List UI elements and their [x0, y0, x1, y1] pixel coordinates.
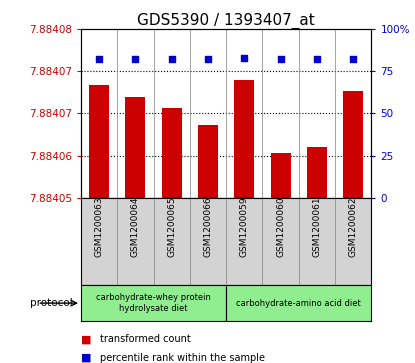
- Text: carbohydrate-amino acid diet: carbohydrate-amino acid diet: [237, 299, 361, 307]
- Bar: [198, 125, 218, 198]
- Bar: [307, 147, 327, 198]
- Bar: [226, 285, 371, 321]
- Text: transformed count: transformed count: [100, 334, 190, 344]
- Point: [314, 57, 320, 62]
- Bar: [343, 91, 363, 198]
- Point: [96, 57, 103, 62]
- Text: ■: ■: [81, 352, 91, 363]
- Bar: [162, 108, 182, 198]
- Point: [132, 57, 139, 62]
- Bar: [89, 85, 109, 198]
- Text: ■: ■: [81, 334, 91, 344]
- Text: protocol: protocol: [30, 298, 73, 308]
- Bar: [125, 97, 145, 198]
- Text: percentile rank within the sample: percentile rank within the sample: [100, 352, 265, 363]
- Bar: [271, 153, 290, 198]
- Bar: [81, 285, 226, 321]
- Point: [350, 57, 356, 62]
- Title: GDS5390 / 1393407_at: GDS5390 / 1393407_at: [137, 13, 315, 29]
- Point: [168, 57, 175, 62]
- Point: [205, 57, 211, 62]
- Bar: [234, 80, 254, 198]
- Point: [241, 55, 248, 61]
- Text: carbohydrate-whey protein
hydrolysate diet: carbohydrate-whey protein hydrolysate di…: [96, 293, 211, 313]
- Point: [277, 57, 284, 62]
